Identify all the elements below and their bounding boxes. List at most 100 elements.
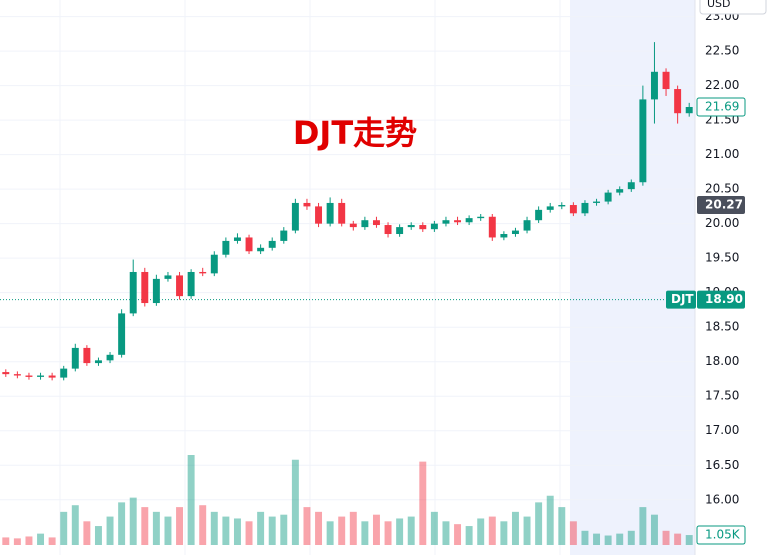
candle-body [245,237,253,252]
candle-body [13,374,21,376]
candle-body [500,234,508,238]
volume-bar [338,516,346,545]
candle-body [176,275,184,297]
candle-body [210,254,218,274]
candle-body [152,278,160,304]
volume-bar [523,516,531,545]
volume-bar [152,511,160,545]
y-tick-label: 20.50 [705,182,739,196]
candle-body [419,225,427,230]
candle-body [268,240,276,248]
volume-bar [315,511,323,545]
candle-body [60,368,68,378]
last-price-tag [696,97,746,117]
volume-bar [13,538,21,545]
volume-bar [233,518,241,545]
volume-bar [118,502,126,545]
volume-tag [696,525,746,545]
volume-bar [581,530,589,545]
candle-body [25,375,33,377]
y-tick-label: 18.50 [705,320,739,334]
candle-body [118,313,126,355]
candle-body [616,189,624,193]
candle-body [454,220,462,223]
candle-body [141,271,149,304]
price-axis: 16.0016.5017.0017.5018.0018.5019.0019.50… [666,9,746,545]
y-tick-label: 17.50 [705,389,739,403]
volume-bar [83,521,91,545]
last-price-label: 21.69 [705,99,739,113]
y-tick-label: 17.00 [705,423,739,437]
volume-bar [129,497,137,545]
volume-bar [685,535,693,545]
volume-tag-label: 1.05K [705,528,741,542]
candle-body [83,347,91,364]
volume-bar [222,516,230,545]
volume-bar [326,521,334,545]
y-tick-label: 19.50 [705,251,739,265]
symbol-name: DJT [671,292,694,306]
volume-bar [465,526,473,545]
volume-bar [60,511,68,545]
candle-body [477,216,485,219]
candle-body [569,205,577,214]
candle-body [430,223,438,230]
extended-hours-band [570,0,695,555]
candle-body [546,206,554,210]
volume-bar [303,507,311,545]
volume-bar [94,526,102,545]
volume-bar [407,516,415,545]
candle-body [338,202,346,224]
candle-body [442,220,450,224]
candle-body [187,271,195,297]
volume-bar [71,505,79,545]
currency-button[interactable] [699,0,767,15]
candle-body [129,271,137,314]
candle-body [71,347,79,369]
volume-bar [500,521,508,545]
candles [2,42,693,381]
volume-bar [384,521,392,545]
volume-bar [454,524,462,545]
candle-body [164,275,172,279]
candle-body [372,220,380,226]
candle-body [199,271,207,274]
symbol-tag [666,290,696,309]
candle-body [650,71,658,100]
chart-title: DJT走势 [293,114,417,152]
volume-bar [558,507,566,545]
candle-body [94,360,102,364]
candle-body [233,237,241,241]
y-tick-label: 16.50 [705,458,739,472]
volume-bar [593,533,601,545]
candle-body [662,71,670,90]
y-tick-label: 22.50 [705,44,739,58]
candle-body [535,209,543,221]
candle-body [280,230,288,241]
volume-bar [176,507,184,545]
candle-body [593,201,601,203]
volume-bar [187,455,195,545]
candle-body [349,223,357,228]
volume-bar [141,507,149,545]
volume-bar [349,511,357,545]
volume-bar [442,521,450,545]
volume-bar [511,511,519,545]
volume-bar [106,516,114,545]
symbol-price-label: 18.90 [705,292,743,306]
volume-bar [210,511,218,545]
candle-body [37,375,45,377]
candle-body [48,375,56,378]
candle-body [222,240,230,255]
candle-body [581,202,589,214]
volume-bar [257,511,265,545]
prev-close-tag [697,196,745,215]
volume-bar [430,511,438,545]
volume-bar [535,502,543,545]
volume-bar [650,514,658,545]
volume-bar [662,530,670,545]
y-tick-label: 18.00 [705,354,739,368]
y-tick-label: 20.00 [705,216,739,230]
